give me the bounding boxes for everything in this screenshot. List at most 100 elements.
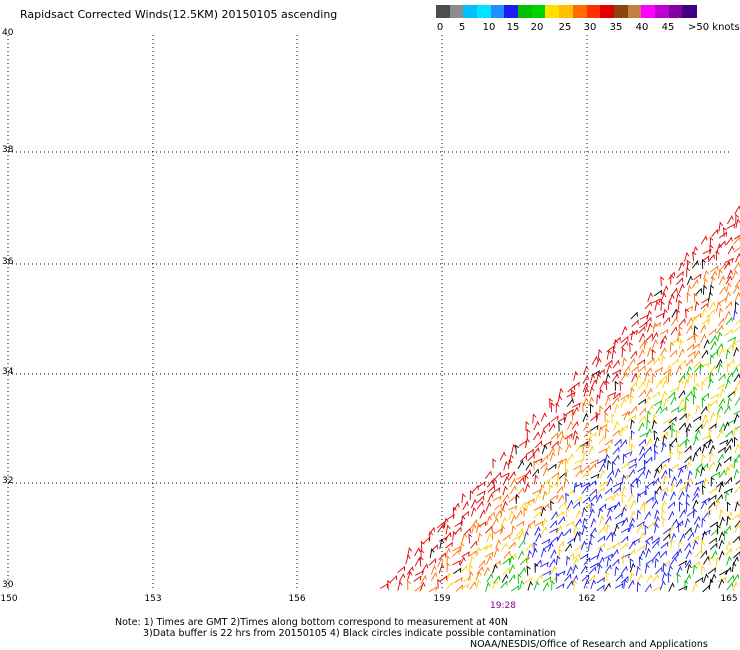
wind-barb xyxy=(525,523,532,534)
wind-barb xyxy=(661,490,668,501)
wind-barb xyxy=(631,319,639,328)
wind-barb xyxy=(612,454,620,464)
wind-barb xyxy=(566,420,574,431)
wind-barb xyxy=(614,582,624,589)
wind-barb xyxy=(678,439,686,448)
wind-barb xyxy=(429,548,435,559)
wind-barb xyxy=(613,336,621,344)
wind-barb xyxy=(517,459,525,470)
wind-barb xyxy=(589,533,595,544)
wind-barb xyxy=(710,340,717,351)
wind-barb xyxy=(717,362,723,373)
wind-barb xyxy=(653,429,658,440)
wind-barb xyxy=(685,549,692,559)
wind-barb xyxy=(701,529,711,536)
wind-barb xyxy=(566,392,576,398)
wind-barb xyxy=(471,484,479,493)
wind-barb xyxy=(654,463,663,472)
wind-barb xyxy=(660,347,667,357)
wind-barb xyxy=(612,369,622,375)
legend-label-0: 0 xyxy=(436,22,444,33)
wind-barb xyxy=(379,582,389,589)
wind-barb xyxy=(501,500,508,511)
lat-label-40: 40 xyxy=(2,28,14,38)
wind-barb xyxy=(619,426,626,437)
wind-barb xyxy=(406,566,414,575)
wind-barb xyxy=(677,540,683,551)
wind-barb xyxy=(558,515,566,525)
wind-barb xyxy=(638,556,643,567)
wind-barb xyxy=(523,530,529,541)
wind-barb xyxy=(607,391,617,397)
wind-barb xyxy=(655,312,665,318)
wind-barb xyxy=(579,553,589,560)
wind-barb xyxy=(620,527,630,533)
wind-barb xyxy=(659,550,667,559)
wind-barb xyxy=(686,427,691,438)
wind-barb xyxy=(515,493,520,504)
wind-barb xyxy=(566,566,573,576)
wind-barb xyxy=(661,442,667,453)
wind-barb xyxy=(734,205,740,215)
wind-barb xyxy=(725,275,733,285)
wind-barb xyxy=(580,565,588,575)
legend-label-5: 5 xyxy=(458,22,466,33)
wind-barb xyxy=(604,411,609,422)
wind-barb xyxy=(733,413,740,423)
wind-barb xyxy=(614,512,623,520)
wind-barb xyxy=(662,474,668,485)
wind-barb xyxy=(500,507,506,518)
wind-barb xyxy=(629,381,638,390)
wind-barb xyxy=(540,506,546,517)
wind-barb xyxy=(735,546,740,552)
wind-barb xyxy=(652,573,660,583)
wind-barb xyxy=(524,474,529,485)
wind-barb xyxy=(703,510,711,519)
wind-barb xyxy=(628,517,635,527)
wind-barb xyxy=(732,269,738,280)
legend-swatch xyxy=(477,5,492,18)
wind-barb xyxy=(708,328,717,336)
wind-barb xyxy=(436,521,445,529)
wind-barb xyxy=(691,316,697,326)
wind-barb xyxy=(701,255,710,263)
wind-barb xyxy=(581,574,590,582)
wind-barb xyxy=(660,354,666,365)
wind-barb xyxy=(645,540,651,551)
wind-barb xyxy=(519,566,526,576)
wind-barb xyxy=(646,521,655,529)
wind-barb xyxy=(437,524,445,533)
wind-barb xyxy=(677,378,684,389)
wind-barb xyxy=(710,476,715,487)
wind-barb xyxy=(533,458,543,464)
lat-label-34: 34 xyxy=(2,367,14,377)
wind-barb xyxy=(614,403,620,414)
wind-barb xyxy=(564,467,569,478)
wind-barb xyxy=(733,426,739,437)
wind-barb xyxy=(709,486,717,495)
wind-barb xyxy=(723,260,731,270)
wind-barb xyxy=(581,485,589,495)
wind-barb xyxy=(724,301,733,310)
wind-barb xyxy=(700,549,708,559)
wind-barb xyxy=(630,350,638,359)
wind-barb xyxy=(590,414,598,422)
wind-barb xyxy=(508,510,515,521)
wind-barb xyxy=(636,520,645,528)
wind-barb xyxy=(587,540,593,551)
wind-barb xyxy=(638,325,646,334)
wind-barb xyxy=(532,468,540,477)
wind-barb xyxy=(645,333,654,341)
wind-barb xyxy=(582,374,590,384)
wind-barb xyxy=(571,574,579,584)
wind-barb xyxy=(643,501,648,512)
wind-barb xyxy=(733,346,739,357)
wind-barb xyxy=(487,492,494,503)
wind-barb xyxy=(652,298,662,304)
wind-barb xyxy=(533,580,540,591)
wind-barb xyxy=(558,501,566,509)
wind-barb xyxy=(679,412,687,421)
wind-barb xyxy=(604,515,612,525)
wind-barb xyxy=(655,405,663,415)
wind-barb xyxy=(468,533,473,544)
